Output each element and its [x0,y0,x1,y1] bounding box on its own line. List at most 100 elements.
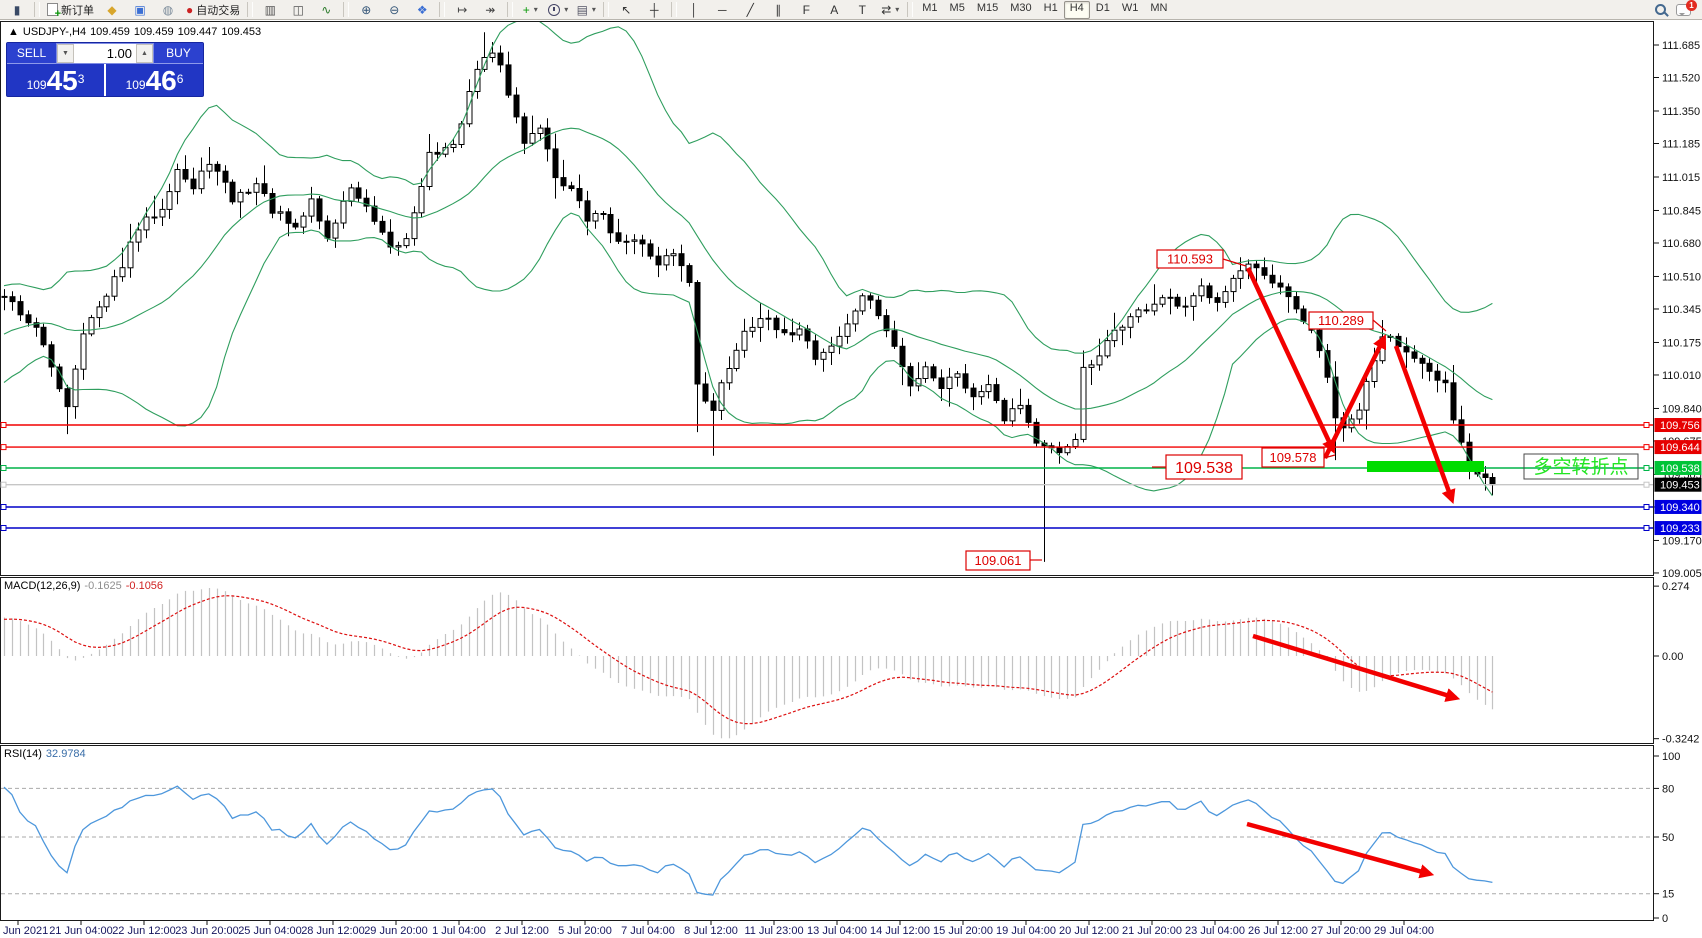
rsi-plot [1,785,1653,896]
chart-shift-icon[interactable]: ↠ [476,0,504,19]
timeframe-m15[interactable]: M15 [976,1,999,14]
time-axis-label: 11 Jul 23:00 [744,925,803,937]
sell-price-prefix: 109 [26,78,47,92]
trend-arrow[interactable] [1252,633,1461,702]
price-annotation-box[interactable] [1165,454,1243,480]
chevron-down-icon: ▾ [564,5,569,14]
crosshair-tool[interactable]: ┼ [640,0,668,19]
app-icon[interactable]: ▮ [3,0,31,19]
price-annotation-box[interactable] [1156,249,1224,269]
symbol-ohlc-line[interactable]: ▲ USDJPY-,H4 109.459 109.459 109.447 109.453 [8,26,265,38]
tile-windows-icon[interactable]: ❖ [408,0,436,19]
price-annotation-box[interactable] [965,550,1031,571]
autotrading-button[interactable]: ● 自动交易 [182,0,244,19]
buy-button[interactable]: BUY [154,43,203,64]
trendline-tool[interactable]: ╱ [736,0,764,19]
periods-button[interactable]: ▾ [544,0,572,19]
timeframe-h1[interactable]: H1 [1043,1,1058,14]
zoom-in-icon[interactable]: ⊕ [352,0,380,19]
price-annotation-box[interactable] [1308,311,1374,330]
hline-tool[interactable]: ─ [708,0,736,19]
vline-tool[interactable]: │ [680,0,708,19]
auto-scroll-icon[interactable]: ↦ [448,0,476,19]
new-order-button[interactable]: 新订单 [43,0,98,20]
volume-decrease-button[interactable]: ▼ [57,44,74,63]
price-badge-label: 109.453 [1660,480,1700,492]
indicators-button[interactable]: + ▾ [516,0,544,19]
app-icon-icon: ▮ [13,2,21,17]
line-chart-icon-icon: ∿ [321,2,332,17]
buy-price[interactable]: 109 46 6 [106,64,203,96]
price-badge-label: 109.756 [1660,420,1700,432]
terminal-icon-icon: ▣ [134,2,146,17]
price-axis-label: 109.840 [1662,403,1702,415]
price-badge [1654,418,1702,433]
candle-chart-icon[interactable]: ◫ [284,0,312,19]
toolbar-separator [34,2,40,17]
symbol-name: USDJPY-,H4 [22,26,87,38]
timeframe-m1[interactable]: M1 [922,1,938,14]
templates-button[interactable]: ▤ ▾ [572,0,600,19]
buy-price-prefix: 109 [125,78,146,92]
green-zone-rect[interactable] [1367,461,1484,472]
trend-arrow[interactable] [1322,334,1387,459]
channel-icon: ∥ [775,2,782,17]
timeframe-m5[interactable]: M5 [949,1,965,14]
horizontal-level-lines[interactable] [0,422,1653,531]
time-axis-label: 25 Jun 04:00 [238,925,302,937]
zoom-out-icon[interactable]: ⊖ [380,0,408,19]
timeframe-d1[interactable]: D1 [1095,1,1110,14]
time-axis-label: 28 Jun 12:00 [301,925,365,937]
timeframe-mn[interactable]: MN [1150,1,1168,14]
price-badge-label: 109.340 [1660,502,1700,514]
price-axis[interactable]: 111.685 111.520 111.350 111.185 111.015 110.8… [1654,40,1702,925]
signals-icon[interactable]: ◍ [154,0,182,19]
price-badge-label: 109.538 [1660,463,1700,475]
styler-icon[interactable]: ◆ [98,0,126,19]
cursor-tool[interactable]: ↖ [612,0,640,19]
time-axis-label: 29 Jul 04:00 [1374,925,1434,937]
price-axis-label: 110.845 [1662,205,1701,217]
autotrading-icon: ● [186,2,194,17]
volume-input[interactable] [74,44,136,63]
bar-chart-icon[interactable]: ▥ [256,0,284,19]
terminal-icon[interactable]: ▣ [126,0,154,19]
collapse-arrow-icon[interactable]: ▲ [8,26,19,38]
timeframe-h4[interactable]: H4 [1063,0,1090,19]
channel-tool[interactable]: ∥ [764,0,792,19]
trend-arrow[interactable] [1393,345,1456,505]
toolbar-separator [247,2,254,17]
trend-arrow[interactable] [1246,821,1435,879]
candle-chart-icon-icon: ◫ [292,2,304,17]
time-axis-label: 20 Jul 12:00 [1059,925,1119,937]
annotations-layer[interactable]: 110.593 110.289 109.578 109.538 109.061 多空转折点 [965,249,1639,879]
price-annotation-box[interactable] [1261,447,1325,468]
price-axis-label: 109.170 [1662,535,1702,547]
notifications-icon[interactable]: 1 [1676,0,1697,16]
time-axis-label: 23 Jul 04:00 [1185,925,1245,937]
volume-increase-button[interactable]: ▲ [136,44,153,63]
timeframe-w1[interactable]: W1 [1121,1,1139,14]
main-toolbar: ▮ 新订单◆ ▣ ◍●自动交易 ▥ ◫ ∿ ⊕⊖ ❖ ↦↠ +▾ ▾▤▾ ↖┼ │─╱ ∥ FAT⇄▾ M1 M5… [0,0,1702,20]
sell-price-big: 45 [46,65,78,96]
fibonacci-tool[interactable]: F [792,0,820,19]
time-axis-label: 8 Jul 12:00 [684,925,738,937]
price-axis-label: 110.345 [1662,304,1701,316]
macd-indicator-label: MACD(12,26,9) -0.1625 -0.1056 [4,580,163,592]
note-box[interactable] [1523,453,1639,480]
label-tool[interactable]: T [848,0,876,19]
tile-windows-icon-icon: ❖ [416,2,428,17]
sell-price[interactable]: 109 45 3 [7,64,106,96]
time-axis-label: 5 Jul 20:00 [558,925,612,937]
bar-chart-icon-icon: ▥ [264,2,276,17]
timeframe-m30[interactable]: M30 [1010,1,1032,14]
sell-button[interactable]: SELL [7,43,56,64]
shapes-tool[interactable]: ⇄ ▾ [876,0,904,19]
trend-arrow[interactable] [1245,267,1336,454]
chart-canvas[interactable]: 111.685 111.520 111.350 111.185 111.015 110.8… [0,20,1702,938]
text-tool[interactable]: A [820,0,848,19]
search-icon[interactable] [1655,4,1666,15]
time-axis-label: 15 Jul 20:00 [933,925,993,937]
line-chart-icon[interactable]: ∿ [312,0,340,19]
